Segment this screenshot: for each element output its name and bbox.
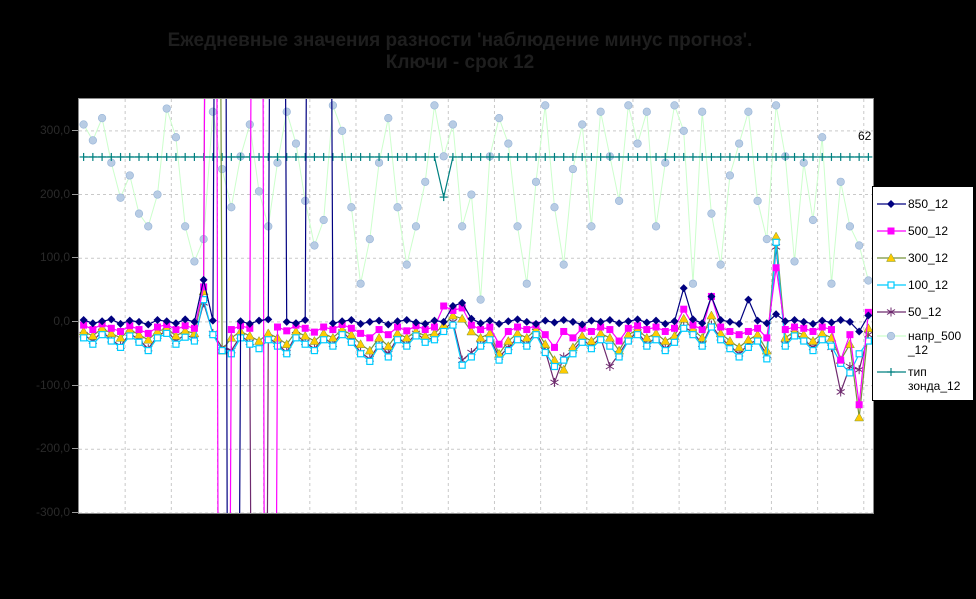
data-label-62: 62 xyxy=(858,129,872,143)
y-axis-tick xyxy=(72,320,78,322)
legend-marker-850_12 xyxy=(877,199,906,208)
chart-title: Ежедневные значения разности 'наблюдение… xyxy=(40,30,880,74)
legend-label: напр_500 _12 xyxy=(908,329,962,357)
chart-title-line2: Ключи - срок 12 xyxy=(385,52,535,73)
y-axis-label: -200,0 xyxy=(35,441,70,456)
legend-item-500_12[interactable]: 500_12 xyxy=(876,217,973,244)
y-axis-tick xyxy=(72,193,78,195)
series-напр_500_12 xyxy=(79,101,873,304)
legend-label: 850_12 xyxy=(908,196,949,211)
y-axis-label: 200,0 xyxy=(39,186,70,201)
plot-area[interactable] xyxy=(78,98,874,514)
y-axis-label: 0,0 xyxy=(53,313,70,328)
legend-marker-300_12 xyxy=(877,252,906,262)
legend-label: 50_12 xyxy=(908,304,942,319)
legend-item-100_12[interactable]: 100_12 xyxy=(876,271,973,298)
legend-box[interactable]: 850_12 500_12 300_12 100_12 50_12 напр_500 _1… xyxy=(872,186,974,401)
legend-label: 500_12 xyxy=(908,223,949,238)
chart-plot-svg xyxy=(79,99,873,513)
series-850_12 xyxy=(79,99,873,513)
y-axis-tick xyxy=(72,384,78,386)
y-axis-label: -100,0 xyxy=(35,377,70,392)
chart-title-line1: Ежедневные значения разности 'наблюдение… xyxy=(167,30,753,51)
legend-marker-напр_500_12 xyxy=(877,331,906,341)
y-axis-label: 300,0 xyxy=(39,122,70,137)
legend-label: 100_12 xyxy=(908,277,949,292)
y-axis-tick xyxy=(72,448,78,450)
series-тип зонда_12 xyxy=(79,152,873,202)
y-axis-label: 100,0 xyxy=(39,250,70,265)
legend-marker-50_12 xyxy=(877,307,906,316)
legend-item-тип зонда_12[interactable]: тип зонда_12 xyxy=(876,361,973,397)
y-axis-tick xyxy=(72,257,78,259)
legend-item-300_12[interactable]: 300_12 xyxy=(876,244,973,271)
y-axis-tick xyxy=(72,512,78,513)
legend-item-850_12[interactable]: 850_12 xyxy=(876,190,973,217)
legend-marker-тип зонда_12 xyxy=(877,368,906,376)
legend-item-напр_500_12[interactable]: напр_500 _12 xyxy=(876,325,973,361)
legend-item-50_12[interactable]: 50_12 xyxy=(876,298,973,325)
series-50_12 xyxy=(79,242,873,513)
legend-label: тип зонда_12 xyxy=(908,365,961,393)
legend-marker-100_12 xyxy=(877,280,906,289)
legend-label: 300_12 xyxy=(908,250,949,265)
legend-marker-500_12 xyxy=(877,227,906,234)
y-axis-tick xyxy=(72,129,78,131)
y-axis-label: -300,0 xyxy=(35,505,70,519)
